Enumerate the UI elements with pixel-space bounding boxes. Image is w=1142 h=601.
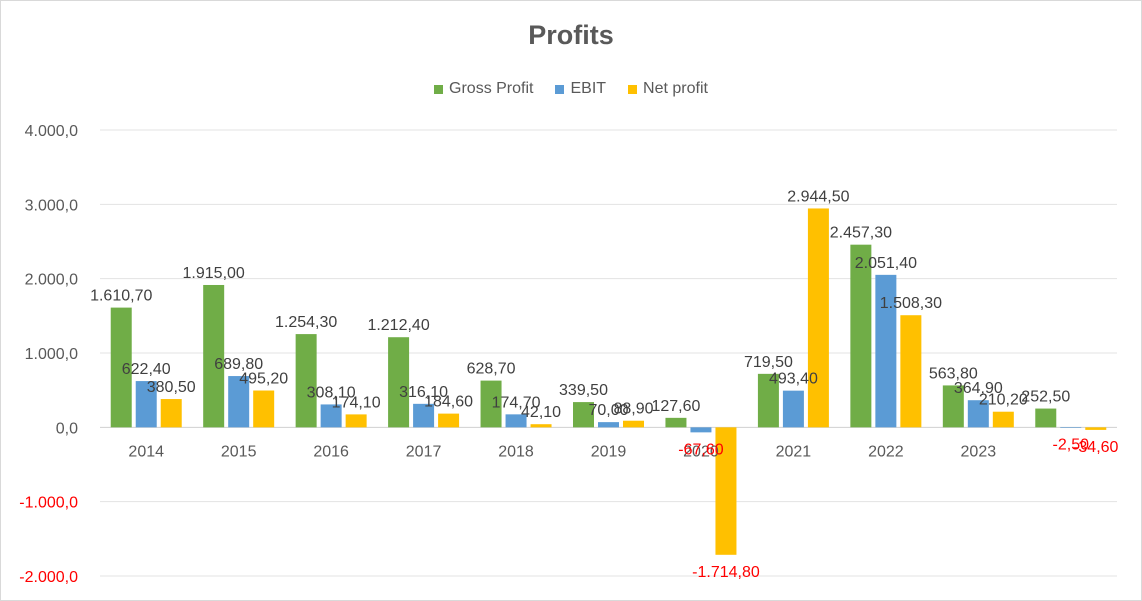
y-tick-label: 4.000,0 — [25, 123, 78, 140]
data-label: 252,50 — [1021, 389, 1070, 406]
bar-ebit — [505, 414, 527, 428]
chart-legend: Gross Profit EBIT Net profit — [0, 80, 1142, 98]
x-tick-label: 2015 — [221, 443, 257, 460]
bar-net-profit — [253, 390, 275, 428]
y-tick-label: -2.000,0 — [19, 569, 78, 586]
data-label: 719,50 — [744, 354, 793, 371]
data-label: 184,60 — [424, 394, 473, 411]
data-label: -67,60 — [678, 441, 723, 458]
y-tick-label: 3.000,0 — [25, 197, 78, 214]
legend-item-net-profit: Net profit — [628, 80, 708, 98]
legend-item-ebit: EBIT — [555, 80, 606, 98]
bar-ebit — [1060, 427, 1082, 428]
legend-swatch-net-profit — [628, 84, 638, 94]
data-label: 380,50 — [147, 379, 196, 396]
bar-ebit — [967, 400, 989, 428]
data-label: 2.457,30 — [830, 225, 892, 242]
data-label: 308,10 — [307, 384, 356, 401]
x-tick-label: 2021 — [776, 443, 812, 460]
bar-ebit — [875, 274, 897, 428]
data-label: 495,20 — [239, 371, 288, 388]
y-tick-label: -1.000,0 — [19, 495, 78, 512]
legend-label-gross-profit: Gross Profit — [449, 80, 534, 97]
bar-gross-profit — [942, 385, 964, 428]
bar-gross-profit — [1035, 408, 1057, 428]
bar-gross-profit — [295, 334, 317, 428]
bar-net-profit — [715, 427, 737, 555]
data-label: 563,80 — [929, 365, 978, 382]
bar-net-profit — [1085, 427, 1107, 430]
bar-ebit — [598, 422, 619, 428]
data-label: 127,60 — [651, 398, 700, 415]
x-tick-label: 2016 — [313, 443, 349, 460]
bar-net-profit — [807, 208, 829, 428]
bar-ebit — [320, 404, 342, 428]
data-label: 88,90 — [613, 401, 653, 418]
legend-label-ebit: EBIT — [570, 80, 607, 97]
data-label: 364,90 — [954, 380, 1003, 397]
data-label: 1.610,70 — [90, 288, 152, 305]
x-tick-label: 2020 — [683, 443, 719, 460]
data-label: 1.915,00 — [183, 265, 245, 282]
bar-gross-profit — [665, 417, 687, 428]
bar-gross-profit — [573, 402, 594, 428]
bar-gross-profit — [203, 284, 225, 428]
data-label: 689,80 — [214, 356, 263, 373]
chart-title: Profits — [528, 20, 614, 50]
x-tick-label: 2023 — [961, 443, 997, 460]
data-label: 1.212,40 — [367, 317, 429, 334]
bar-ebit — [782, 390, 804, 428]
bar-net-profit — [438, 413, 460, 428]
x-tick-label: 2014 — [128, 443, 164, 460]
bar-net-profit — [900, 315, 922, 428]
data-label: 2.944,50 — [787, 188, 849, 205]
data-label: 1.254,30 — [275, 314, 337, 331]
bar-ebit — [228, 376, 250, 428]
bar-net-profit — [160, 399, 182, 428]
y-tick-label: 1.000,0 — [25, 346, 78, 363]
x-tick-label: 2019 — [591, 443, 627, 460]
bar-net-profit — [992, 411, 1014, 428]
legend-item-gross-profit: Gross Profit — [434, 80, 533, 98]
bar-ebit — [413, 403, 435, 428]
bar-ebit — [135, 381, 157, 428]
bar-net-profit — [345, 414, 367, 428]
bar-ebit — [690, 427, 712, 433]
data-label: -34,60 — [1073, 439, 1118, 456]
x-tick-label: 2022 — [868, 443, 904, 460]
bar-gross-profit — [480, 380, 502, 428]
data-label: 316,10 — [399, 384, 448, 401]
data-label: 42,10 — [521, 404, 561, 421]
data-label: 628,70 — [467, 361, 516, 378]
legend-swatch-ebit — [555, 84, 565, 94]
data-label: 174,70 — [492, 394, 541, 411]
bar-gross-profit — [388, 337, 410, 428]
data-label: -1.714,80 — [692, 564, 760, 581]
legend-label-net-profit: Net profit — [643, 80, 708, 97]
data-label: 2.051,40 — [855, 255, 917, 272]
bar-net-profit — [530, 424, 552, 428]
data-label: 174,10 — [332, 394, 381, 411]
bar-gross-profit — [110, 307, 132, 428]
data-label: 210,20 — [979, 392, 1028, 409]
x-tick-label: 2017 — [406, 443, 442, 460]
bar-net-profit — [623, 420, 644, 428]
data-label: 1.508,30 — [880, 295, 942, 312]
data-label: -2,50 — [1053, 437, 1090, 454]
y-tick-label: 0,0 — [56, 420, 78, 437]
bar-gross-profit — [850, 244, 872, 428]
data-label: 493,40 — [769, 371, 818, 388]
y-tick-label: 2.000,0 — [25, 272, 78, 289]
data-label: 70,00 — [588, 402, 628, 419]
x-tick-label: 2018 — [498, 443, 534, 460]
data-label: 339,50 — [559, 382, 608, 399]
data-label: 622,40 — [122, 361, 171, 378]
legend-swatch-gross-profit — [434, 84, 444, 94]
bar-gross-profit — [757, 373, 779, 428]
